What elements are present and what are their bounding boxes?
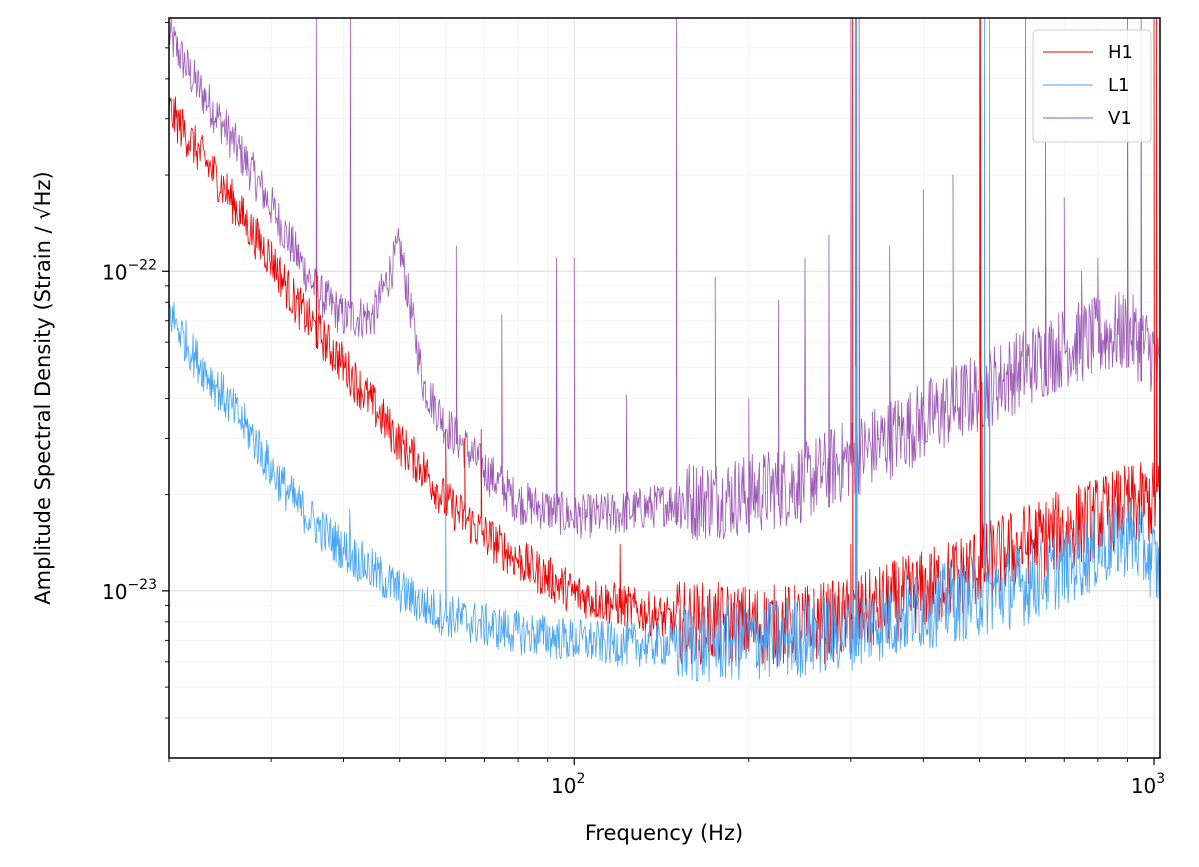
legend-label-h1: H1 [1108,42,1133,63]
plot-area [169,18,1160,758]
legend-label-l1: L1 [1108,75,1129,96]
y-tick-label: 10−22 [102,257,157,284]
legend-label-v1: V1 [1108,108,1132,129]
axis-ticks [162,22,1155,765]
plot-frame [168,17,1161,759]
x-tick-label: 102 [551,771,585,798]
series-line-h1 [169,18,1160,667]
series-layer [169,18,1160,683]
legend: H1 L1 V1 [1032,29,1152,143]
x-axis-label: Frequency (Hz) [585,821,743,845]
x-tick-label: 103 [1131,771,1165,798]
tick-labels: 102 103 10−23 10−22 [102,257,1165,798]
series-line-l1 [169,18,1160,683]
legend-box [1032,29,1152,143]
y-tick-label: 10−23 [102,577,157,604]
series-line-v1 [169,18,1160,541]
y-axis-label: Amplitude Spectral Density (Strain / √Hz… [31,171,55,604]
